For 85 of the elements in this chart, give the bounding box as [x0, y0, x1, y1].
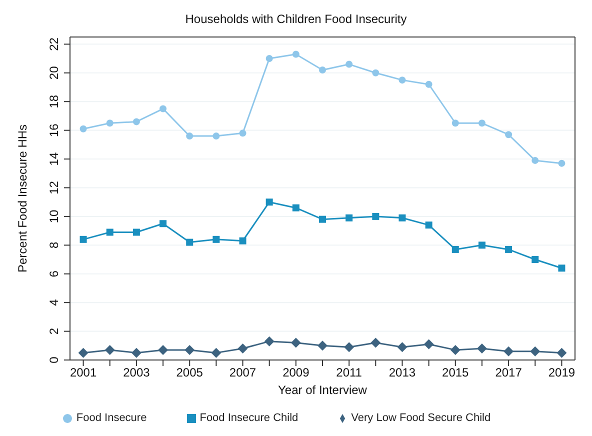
- y-tick-label: 20: [47, 66, 61, 80]
- point: [160, 105, 167, 112]
- y-tick-label: 8: [47, 242, 61, 248]
- point: [319, 216, 326, 223]
- point: [425, 80, 432, 88]
- point: [346, 214, 353, 222]
- point: [344, 342, 354, 352]
- point: [452, 246, 459, 253]
- x-tick-label: 2007: [229, 366, 256, 380]
- x-tick-label: 2015: [442, 366, 470, 380]
- point: [104, 344, 115, 355]
- point: [292, 204, 300, 212]
- point: [370, 338, 381, 348]
- point: [211, 348, 222, 358]
- x-tick-label: 2019: [548, 366, 576, 380]
- point: [318, 340, 328, 351]
- y-tick-label: 16: [47, 123, 61, 137]
- point: [450, 344, 460, 355]
- point: [106, 228, 114, 236]
- legend-label: Very Low Food Secure Child: [351, 412, 491, 424]
- legend-label: Food Insecure: [76, 412, 147, 424]
- x-tick-label: 2001: [70, 366, 97, 380]
- point: [372, 69, 380, 76]
- y-tick-label: 14: [47, 152, 61, 166]
- y-tick-label: 22: [47, 37, 61, 51]
- point: [186, 132, 194, 140]
- point: [558, 160, 566, 167]
- y-tick-label: 10: [47, 209, 61, 224]
- x-tick-label: 2003: [123, 366, 150, 380]
- point: [397, 342, 408, 352]
- point: [80, 236, 87, 243]
- point: [452, 120, 459, 127]
- x-axis-title: Year of Interview: [278, 383, 368, 397]
- point: [398, 214, 406, 222]
- point: [106, 120, 114, 127]
- x-tick-label: 2009: [282, 366, 310, 380]
- y-axis-title: Percent Food Insecure HHs: [15, 124, 30, 273]
- point: [184, 344, 195, 355]
- y-tick-label: 6: [47, 270, 61, 278]
- x-tick-label: 2005: [176, 366, 204, 380]
- point: [292, 50, 300, 58]
- point: [372, 212, 380, 220]
- point: [556, 348, 567, 358]
- y-tick-label: 12: [47, 180, 61, 194]
- point: [264, 336, 274, 346]
- x-tick-label: 2013: [388, 366, 416, 380]
- point: [504, 346, 514, 356]
- legend-label: Food Insecure Child: [200, 412, 298, 424]
- y-tick-label: 18: [47, 94, 61, 108]
- point: [238, 344, 248, 354]
- point: [186, 238, 194, 246]
- point: [290, 338, 301, 348]
- point: [239, 130, 246, 137]
- point: [212, 236, 220, 243]
- point: [532, 256, 539, 264]
- point: [476, 344, 487, 354]
- point: [424, 339, 434, 350]
- point: [425, 222, 432, 229]
- point: [266, 198, 273, 206]
- point: [478, 120, 486, 127]
- point: [398, 76, 406, 84]
- point: [532, 156, 539, 164]
- point: [505, 131, 512, 138]
- point: [505, 246, 512, 253]
- point: [212, 132, 220, 140]
- x-tick-label: 2017: [495, 366, 522, 380]
- point: [132, 228, 140, 236]
- point: [131, 348, 142, 358]
- y-tick-label: 4: [47, 298, 61, 306]
- y-tick-label: 0: [47, 356, 61, 364]
- point: [160, 220, 167, 228]
- point: [319, 66, 326, 74]
- y-tick-label: 2: [47, 328, 61, 335]
- point: [78, 348, 88, 358]
- point: [346, 60, 353, 68]
- point: [158, 344, 168, 355]
- point: [266, 55, 273, 62]
- point: [239, 237, 246, 244]
- point: [132, 118, 140, 126]
- point: [558, 264, 566, 272]
- x-tick-label: 2011: [336, 366, 362, 380]
- chart-title: Households with Children Food Insecurity: [184, 11, 408, 28]
- point: [478, 242, 486, 249]
- point: [530, 346, 540, 356]
- point: [80, 125, 87, 132]
